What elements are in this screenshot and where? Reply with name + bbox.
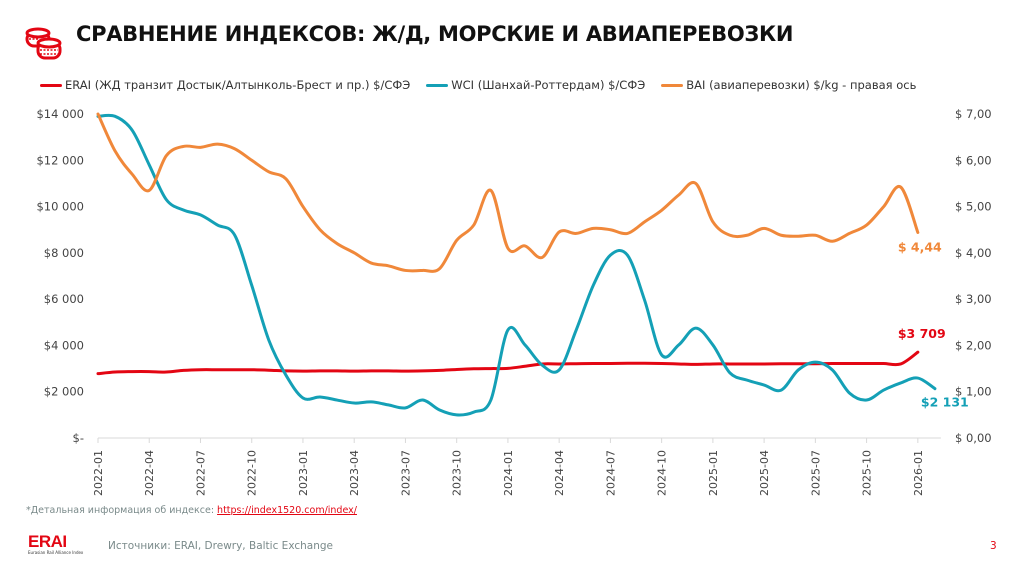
x-tick-label: 2024-10	[656, 450, 669, 496]
y-right-tick-label: $ 2,00	[955, 338, 992, 352]
y-right-tick-label: $ 7,00	[955, 107, 992, 121]
legend-swatch	[40, 83, 62, 87]
footnote: *Детальная информация об индексе: https:…	[26, 505, 357, 516]
legend-label: WCI (Шанхай-Роттердам) $/СФЭ	[451, 78, 646, 92]
legend-swatch	[426, 83, 449, 87]
x-tick-label: 2024-07	[604, 450, 617, 496]
x-tick-label: 2023-10	[451, 450, 464, 496]
x-tick-label: 2022-07	[194, 450, 207, 496]
legend-label: ERAI (ЖД транзит Достык/Алтынколь-Брест …	[65, 78, 411, 92]
page-title: СРАВНЕНИЕ ИНДЕКСОВ: Ж/Д, МОРСКИЕ И АВИАП…	[76, 22, 794, 46]
page-number: 3	[990, 540, 997, 552]
y-left-tick-label: $6 000	[44, 292, 84, 306]
y-right-tick-label: $ 6,00	[955, 153, 992, 167]
x-tick-label: 2022-04	[143, 450, 156, 496]
line-chart: $- $2 000 $4 000 $6 000 $8 000 $10 000 $12 000…	[36, 107, 992, 496]
title-icon	[24, 26, 64, 66]
y-right-tick-label: $ 3,00	[955, 292, 992, 306]
legend-label: BAI (авиаперевозки) $/kg - правая ось	[686, 78, 917, 92]
y-left-tick-label: $-	[73, 431, 84, 445]
legend-item-bai: BAI (авиаперевозки) $/kg - правая ось	[661, 78, 916, 92]
end-value-label-wci: $2 131	[921, 395, 969, 410]
logo-text: ERAI	[28, 532, 67, 551]
x-tick-label: 2024-04	[553, 450, 566, 496]
x-tick-label: 2024-01	[502, 450, 515, 496]
erai-logo: ERAI Eurasian Rail Alliance Index	[28, 532, 84, 555]
y-right-tick-label: $ 5,00	[955, 200, 992, 214]
index-link[interactable]: https://index1520.com/index/	[217, 505, 357, 516]
y-left-tick-label: $2 000	[44, 385, 84, 399]
series-line-bai	[96, 112, 920, 273]
end-value-label-bai: $ 4,44	[898, 239, 942, 254]
legend-item-wci: WCI (Шанхай-Роттердам) $/СФЭ	[426, 78, 645, 92]
x-tick-label: 2025-01	[707, 450, 720, 496]
x-tick-label: 2026-01	[912, 450, 925, 496]
x-tick-label: 2025-04	[758, 450, 771, 496]
coins-stack-icon	[25, 27, 62, 60]
y-right-tick-label: $ 1,00	[955, 385, 992, 399]
logo-subtext: Eurasian Rail Alliance Index	[28, 550, 84, 555]
y-left-tick-label: $4 000	[44, 338, 84, 352]
series-line-erai	[96, 350, 920, 376]
x-tick-label: 2025-07	[809, 450, 822, 496]
y-right-tick-label: $ 0,00	[955, 431, 992, 445]
y-left-tick-label: $8 000	[44, 246, 84, 260]
sources-text: Источники: ERAI, Drewry, Baltic Exchange	[108, 540, 333, 552]
y-left-tick-label: $14 000	[36, 107, 84, 121]
x-tick-label: 2022-10	[246, 450, 259, 496]
legend-swatch	[661, 83, 684, 87]
y-left-tick-label: $12 000	[36, 153, 84, 167]
end-value-label-erai: $3 709	[898, 326, 946, 341]
y-right-tick-label: $ 4,00	[955, 246, 992, 260]
y-left-tick-label: $10 000	[36, 200, 84, 214]
x-tick-label: 2023-04	[348, 450, 361, 496]
legend-item-erai: ERAI (ЖД транзит Достык/Алтынколь-Брест …	[40, 78, 410, 92]
chart-legend: ERAI (ЖД транзит Достык/Алтынколь-Брест …	[40, 78, 916, 92]
footnote-text: *Детальная информация об индексе:	[26, 505, 218, 516]
x-tick-label: 2023-07	[399, 450, 412, 496]
x-tick-label: 2022-01	[92, 450, 105, 496]
x-tick-label: 2025-10	[861, 450, 874, 496]
x-tick-label: 2023-01	[297, 450, 310, 496]
series-line-wci	[96, 113, 937, 417]
